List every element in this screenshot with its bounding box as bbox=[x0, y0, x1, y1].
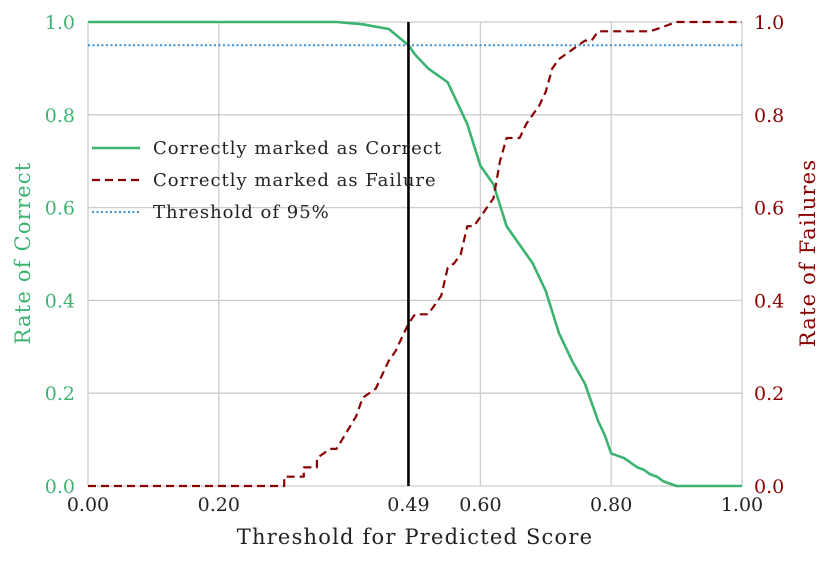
axis-ticks: 0.00 0.20 0.49 0.60 0.80 1.000.0 0.00.2 0.20.4 0… bbox=[45, 12, 784, 516]
series-line-1 bbox=[88, 20, 742, 488]
y-left-tick-label-2: 0.4 bbox=[45, 290, 75, 312]
legend-label-2: Threshold of 95% bbox=[153, 202, 330, 223]
x-axis-title: Threshold for Predicted Score bbox=[237, 525, 593, 549]
legend-label-1: Correctly marked as Failure bbox=[153, 170, 437, 191]
y-left-tick-label-3: 0.6 bbox=[45, 198, 75, 220]
legend: Correctly marked as Correct Correctly mar… bbox=[92, 138, 442, 223]
y-left-tick-label-5: 1.0 bbox=[45, 12, 75, 34]
series-line-0 bbox=[88, 20, 742, 488]
y-left-tick-label-0: 0.0 bbox=[45, 476, 75, 498]
x-tick-label-3: 0.60 bbox=[459, 494, 501, 516]
y-left-tick-label-4: 0.8 bbox=[45, 105, 75, 127]
y-right-tick-label-4: 0.8 bbox=[754, 105, 784, 127]
y-right-tick-label-2: 0.4 bbox=[754, 290, 784, 312]
x-tick-label-0: 0.00 bbox=[67, 494, 109, 516]
y-right-tick-label-0: 0.0 bbox=[754, 476, 784, 498]
y-axis-left-title: Rate of Correct bbox=[11, 162, 35, 345]
x-tick-label-5: 1.00 bbox=[721, 494, 763, 516]
plot-area bbox=[88, 20, 742, 488]
y-right-tick-label-1: 0.2 bbox=[754, 383, 784, 405]
legend-label-0: Correctly marked as Correct bbox=[153, 138, 442, 159]
x-tick-label-2: 0.49 bbox=[387, 494, 429, 516]
y-left-tick-label-1: 0.2 bbox=[45, 383, 75, 405]
grid bbox=[87, 21, 743, 487]
y-right-tick-label-5: 1.0 bbox=[754, 12, 784, 34]
x-tick-label-4: 0.80 bbox=[590, 494, 632, 516]
y-axis-right-title: Rate of Failures bbox=[796, 159, 820, 348]
x-tick-label-1: 0.20 bbox=[198, 494, 240, 516]
y-right-tick-label-3: 0.6 bbox=[754, 198, 784, 220]
